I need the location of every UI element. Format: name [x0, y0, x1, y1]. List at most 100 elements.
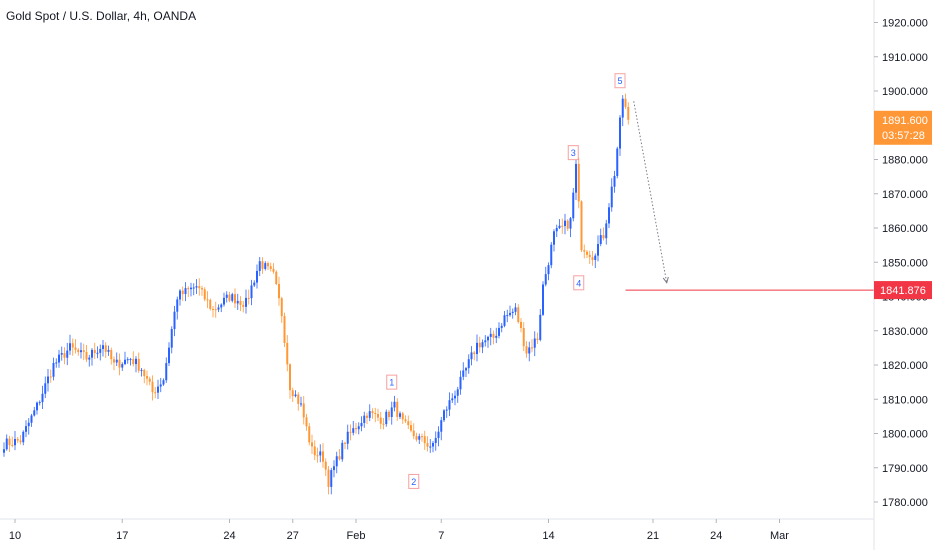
chart-annotations: 1 2 3 4 5 [386, 73, 874, 489]
candle-body [85, 351, 88, 360]
price-tick-label: 1860.000 [882, 223, 928, 235]
projection-arrow[interactable] [633, 101, 668, 283]
price-tick-label: 1830.000 [882, 326, 928, 338]
price-tick-label: 1870.000 [882, 189, 928, 201]
time-axis[interactable]: 10 17 24 27 Feb 7 14 21 24 Mar [9, 519, 789, 542]
price-tick-label: 1920.000 [882, 18, 928, 30]
wave-label-2[interactable]: 2 [408, 473, 420, 489]
candle-body [272, 268, 275, 272]
candle-body [302, 403, 305, 418]
candle-body [201, 288, 203, 290]
candle-body [566, 220, 569, 229]
candle-body [258, 261, 261, 271]
time-tick-label: Mar [770, 530, 789, 542]
candle-body [269, 266, 272, 269]
candle-body [110, 349, 113, 360]
candle-body [313, 446, 316, 456]
price-axis[interactable]: 1780.000 1790.000 1800.000 1810.000 1820.000… [874, 18, 928, 510]
candle-body [511, 311, 514, 313]
candle-body [514, 307, 517, 312]
current-price-tag-price: 1891.600 [882, 115, 928, 127]
time-tick-label: 14 [542, 530, 554, 542]
time-tick-label: 24 [223, 530, 235, 542]
candle-body [404, 419, 407, 422]
candle-body [168, 347, 170, 364]
candle-body [605, 223, 608, 239]
candle-body [610, 186, 613, 208]
candle-body [99, 348, 102, 353]
candle-body [206, 299, 209, 301]
candle-body [572, 192, 575, 219]
candle-body [8, 438, 11, 445]
candle-body [195, 286, 198, 288]
candle-body [126, 359, 129, 361]
candle-body [80, 350, 82, 353]
price-tick-label: 1910.000 [882, 52, 928, 64]
candle-body [25, 426, 27, 432]
candle-body [66, 350, 69, 358]
candle-body [214, 309, 217, 311]
candle-body [627, 106, 630, 120]
candle-body [157, 386, 159, 393]
price-tick-label: 1780.000 [882, 497, 928, 509]
candle-body [415, 436, 418, 440]
candle-body [104, 345, 107, 352]
candle-body [256, 270, 258, 283]
candle-body [5, 438, 8, 450]
wave-label-text: 1 [389, 378, 394, 388]
candle-body [476, 342, 478, 355]
candle-body [146, 376, 148, 379]
wave-label-box [614, 73, 626, 89]
current-price-tag: 1891.600 03:57:28 [874, 110, 932, 145]
candle-body [577, 163, 580, 202]
candle-body [132, 359, 135, 365]
candle-body [3, 449, 5, 453]
candle-body [432, 442, 434, 447]
candle-body [58, 354, 60, 363]
candle-body [536, 338, 539, 340]
candle-body [19, 440, 22, 443]
candle-body [388, 411, 390, 417]
candle-body [319, 451, 322, 456]
candle-body [481, 342, 484, 348]
price-tick-label: 1800.000 [882, 429, 928, 441]
price-tick-label: 1900.000 [882, 86, 928, 98]
candle-body [410, 425, 412, 431]
wave-label-text: 5 [617, 76, 622, 86]
candle-body [236, 300, 239, 304]
candle-body [220, 304, 223, 308]
candle-body [542, 284, 544, 315]
candle-body [38, 402, 41, 404]
current-price-tag-countdown: 03:57:28 [882, 130, 925, 142]
candle-body [333, 466, 335, 471]
candle-body [374, 413, 377, 415]
candle-body [355, 428, 357, 430]
candle-body [440, 420, 443, 432]
candle-body [588, 254, 591, 258]
candle-body [599, 235, 602, 244]
candle-body [203, 289, 206, 300]
candle-body [239, 300, 242, 305]
candle-body [170, 329, 173, 348]
candle-body [547, 265, 550, 275]
candle-body [308, 426, 311, 443]
candle-body [371, 411, 374, 414]
candle-body [575, 163, 577, 193]
wave-label-4[interactable]: 4 [573, 275, 585, 291]
candle-body [113, 359, 115, 363]
wave-label-1[interactable]: 1 [386, 374, 398, 390]
candle-series [3, 93, 630, 495]
candle-body [550, 244, 553, 266]
candle-body [330, 470, 333, 487]
candle-body [36, 402, 38, 411]
candle-body [357, 426, 360, 430]
candle-body [231, 294, 234, 301]
target-price-tag-text: 1841.876 [880, 285, 926, 297]
candle-body [492, 333, 495, 338]
candle-body [363, 415, 366, 423]
wave-label-5[interactable]: 5 [614, 73, 626, 89]
wave-label-3[interactable]: 3 [567, 145, 579, 161]
candle-body [74, 347, 77, 350]
candle-body [143, 369, 146, 377]
